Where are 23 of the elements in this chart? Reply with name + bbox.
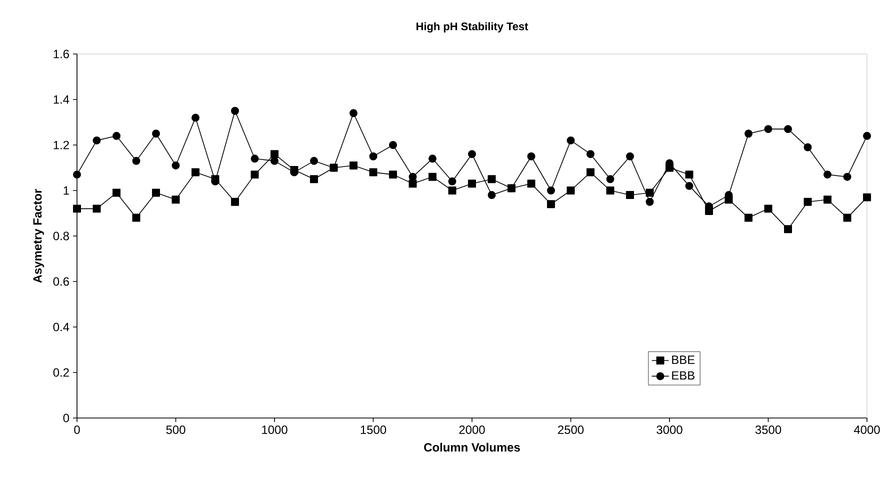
x-tick-label: 3500: [755, 426, 782, 434]
x-tick-label: 500: [166, 426, 186, 434]
x-tick-label: 1500: [360, 426, 386, 434]
y-tick-label: 1.6: [54, 50, 69, 58]
y-tick-label: 1.4: [54, 95, 70, 104]
chart-title: High pH Stability Test: [416, 22, 528, 33]
y-tick-label: 0.6: [53, 277, 69, 286]
x-tick-label: 3000: [656, 426, 682, 434]
x-tick-label: 1000: [262, 426, 288, 434]
y-tick-label: 1: [64, 186, 69, 195]
x-tick-label: 4000: [854, 426, 880, 434]
y-tick-label: 0.2: [53, 368, 69, 377]
x-tick-label: 0: [74, 426, 80, 434]
y-axis-title: Asymetry Factor: [33, 189, 44, 283]
x-axis-title: Column Volumes: [424, 442, 520, 452]
x-tick-label: 2000: [459, 426, 485, 434]
legend-label: BBE: [672, 356, 695, 364]
y-tick-label: 0.4: [53, 322, 70, 332]
x-tick-label: 2500: [558, 426, 584, 434]
y-tick-label: 0.8: [53, 232, 69, 240]
y-tick-label: 0: [63, 414, 70, 422]
y-tick-label: 1.2: [54, 140, 69, 150]
legend-label: EBB: [672, 371, 694, 380]
